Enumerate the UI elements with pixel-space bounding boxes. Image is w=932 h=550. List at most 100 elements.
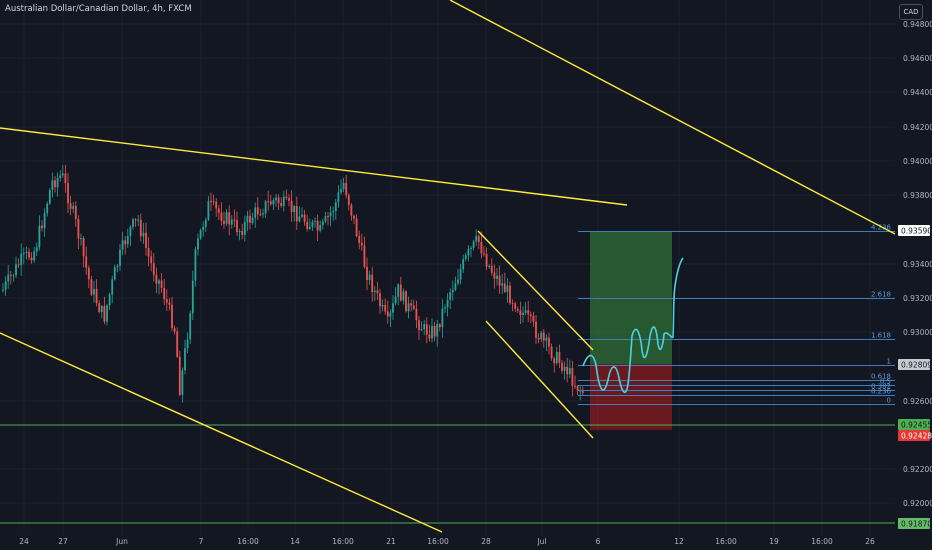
projection-path[interactable]	[582, 257, 684, 394]
candle-body	[485, 254, 488, 267]
time-axis[interactable]: 24 27 Jun 7 16:00 14 16:00 21 16:00 28 J…	[19, 537, 875, 546]
candle-body	[80, 238, 82, 240]
candle-body	[550, 346, 553, 359]
candle-body	[238, 231, 241, 233]
fib-level-label: 0.382	[871, 383, 891, 391]
candle-body	[12, 275, 15, 277]
candle-body	[506, 285, 509, 292]
currency-button[interactable]: CAD	[899, 4, 923, 20]
candle-body	[22, 252, 25, 254]
candle-body	[152, 263, 155, 275]
trendlines[interactable]	[0, 0, 896, 533]
candle-body	[475, 236, 478, 242]
candle-body	[327, 216, 329, 218]
candle-body	[347, 195, 350, 205]
candle-body	[379, 293, 381, 307]
candle-body	[366, 266, 368, 280]
price-tick: 0.94400	[903, 88, 932, 97]
candle-body	[298, 216, 301, 222]
candle-body	[259, 214, 262, 216]
candle-body	[389, 312, 392, 317]
candle-body	[87, 267, 90, 280]
channel-upper-line	[477, 230, 594, 351]
candle-body	[553, 358, 556, 364]
candle-body	[43, 213, 46, 229]
time-tick: 6	[596, 537, 601, 546]
candle-body	[555, 351, 558, 364]
time-tick: 16:00	[332, 537, 354, 546]
candle-body	[488, 265, 491, 267]
candle-body	[93, 288, 95, 295]
candle-body	[28, 251, 30, 258]
candle-body	[186, 339, 189, 349]
price-tag-support-label: 0.92455	[901, 421, 932, 430]
candle-body	[454, 283, 457, 290]
candle-body	[360, 242, 363, 246]
candle-body	[576, 386, 579, 391]
candle-body	[17, 264, 20, 266]
price-axis[interactable]: 0.94800 0.94600 0.94400 0.94200 0.94000 …	[903, 20, 932, 508]
candle-body	[56, 178, 59, 188]
candle-body	[548, 337, 550, 347]
candle-body	[410, 303, 413, 306]
candle-body	[220, 212, 223, 221]
candle-body	[204, 219, 207, 227]
candle-body	[449, 292, 452, 300]
candle-body	[275, 197, 277, 201]
candle-body	[457, 279, 459, 284]
candle-body	[145, 232, 147, 248]
trendline-lower-descending	[0, 332, 443, 533]
loss-zone[interactable]	[590, 364, 672, 430]
candle-body	[77, 218, 80, 239]
candle-body	[301, 214, 303, 217]
candle-body	[246, 215, 249, 223]
candle-body	[134, 219, 137, 221]
candle-body	[168, 302, 171, 305]
candle-body	[207, 200, 210, 220]
candle-body	[269, 201, 272, 205]
candle-body	[64, 173, 67, 184]
candle-body	[293, 206, 296, 212]
time-tick: 16:00	[811, 537, 833, 546]
candle-body	[493, 272, 496, 279]
candle-body	[256, 207, 259, 215]
candle-body	[41, 225, 43, 229]
candle-body	[516, 309, 519, 311]
candle-body	[306, 221, 309, 229]
time-tick: 27	[58, 537, 68, 546]
time-tick: 12	[674, 537, 684, 546]
candle-body	[524, 310, 527, 313]
candle-body	[126, 236, 129, 245]
candle-body	[509, 285, 511, 304]
candle-body	[477, 236, 480, 242]
time-tick: 7	[199, 537, 204, 546]
candle-body	[233, 219, 236, 221]
candle-body	[7, 274, 10, 282]
candle-body	[142, 232, 145, 237]
candle-body	[262, 213, 264, 215]
candle-body	[59, 175, 62, 178]
candle-body	[420, 329, 423, 331]
candle-body	[191, 280, 194, 314]
trendline-top-right	[449, 0, 896, 235]
candle-body	[537, 337, 540, 340]
candle-body	[251, 217, 254, 223]
candle-body	[178, 356, 181, 395]
price-tag-support	[898, 419, 930, 430]
candle-body	[514, 303, 517, 309]
fib-level-label: 0	[887, 397, 891, 405]
candle-body	[282, 196, 285, 206]
candle-body	[61, 173, 64, 176]
price-tag-target	[898, 225, 930, 236]
price-tick: 0.92600	[903, 397, 932, 406]
candle-body	[337, 192, 340, 203]
candle-body	[121, 240, 124, 250]
candle-body	[98, 303, 101, 312]
candle-body	[358, 236, 361, 243]
time-tick: 16:00	[237, 537, 259, 546]
candle-body	[535, 321, 537, 338]
time-tick: 16:00	[715, 537, 737, 546]
candle-body	[470, 247, 472, 249]
